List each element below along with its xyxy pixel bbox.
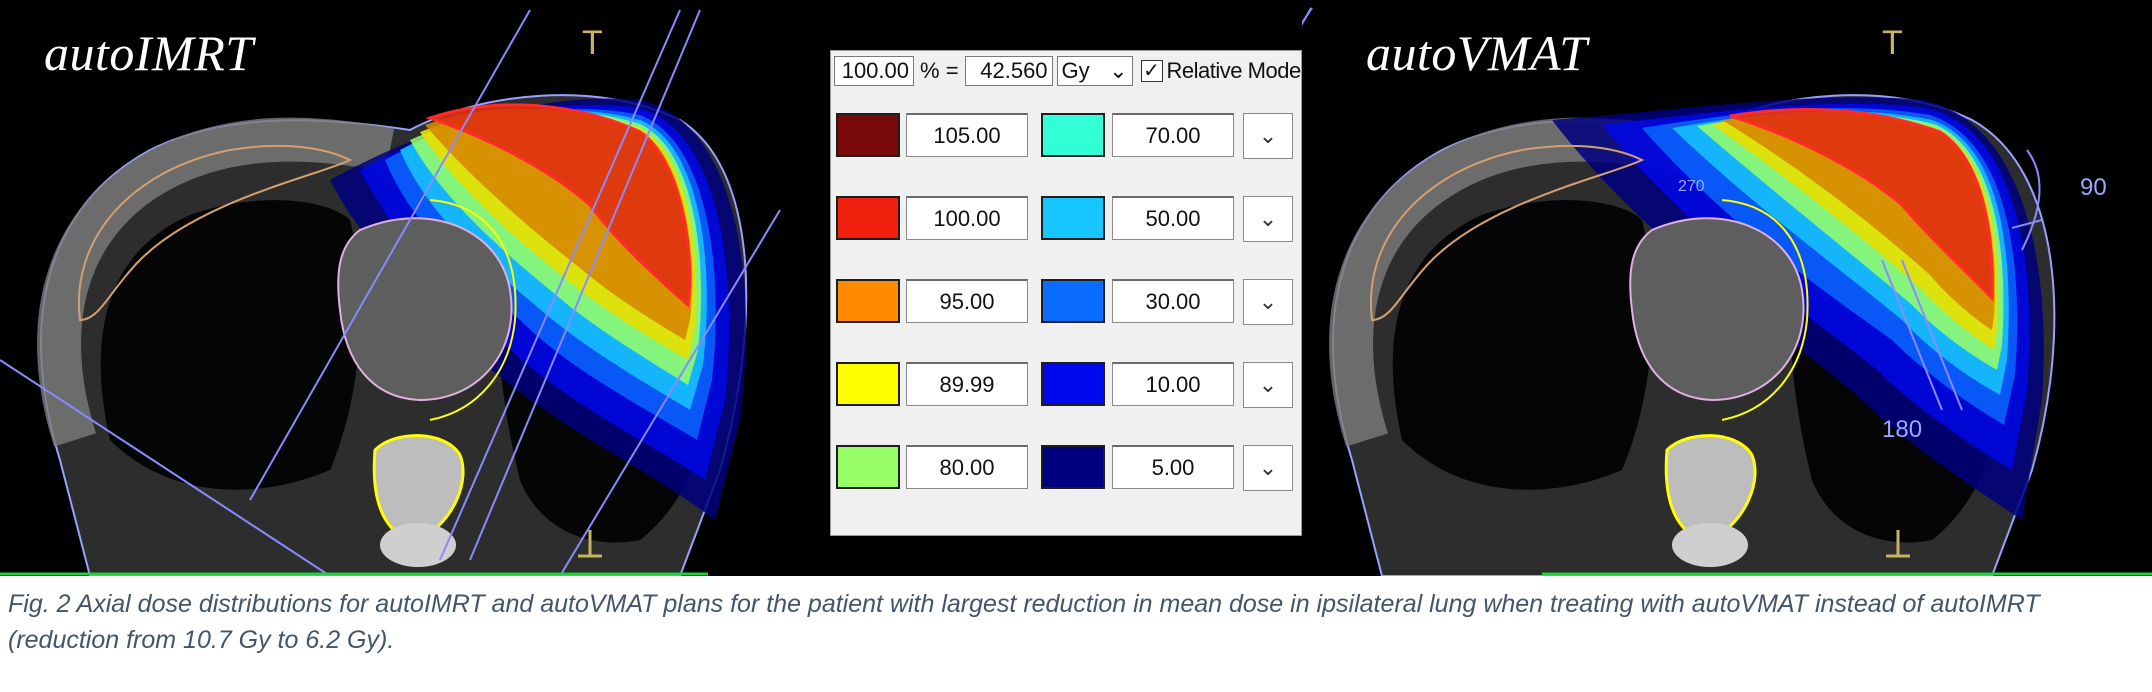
color-swatch[interactable] [836,279,900,323]
contralateral-contour [1369,144,1645,322]
isodose-level-field[interactable]: 30.00 [1112,279,1234,323]
chevron-down-icon[interactable]: ⌄ [1243,279,1293,325]
dose-100 [1730,109,1993,298]
cross-marker-bottom [1886,530,1910,558]
lung-left [1392,200,1653,490]
isodose-level-field[interactable]: 89.99 [906,362,1028,406]
relative-mode-checkbox[interactable]: ✓ [1140,60,1163,82]
color-swatch[interactable] [1041,279,1105,323]
ptv-contour [425,103,692,309]
heart-contour-yellow [1721,199,1809,421]
spine [372,434,465,542]
gantry-angle-90: 90 [2080,174,2107,201]
isodose-level-field[interactable]: 95.00 [906,279,1028,323]
arc-line [1901,259,1963,411]
color-swatch[interactable] [1041,445,1105,489]
vertebra [380,523,456,567]
dose-input[interactable]: 42.560 [964,56,1053,86]
arc-line [1302,7,1312,26]
chest-wall [37,117,395,447]
percent-symbol: % = [920,58,959,83]
dose-100 [430,104,690,306]
chevron-down-icon[interactable]: ⌄ [1243,362,1293,408]
isodose-level-field[interactable]: 105.00 [906,113,1028,157]
beam-line [0,359,331,576]
color-swatch[interactable] [1041,113,1105,157]
color-swatch[interactable] [1041,362,1105,406]
percent-input[interactable]: 100.00 [834,56,914,86]
beam-line [249,9,531,501]
contralateral-contour [77,144,353,322]
cross-marker-top: T [1882,24,1903,62]
chevron-down-icon: ⌄ [1109,58,1128,83]
isodose-level-field[interactable]: 50.00 [1112,196,1234,240]
chevron-down-icon[interactable]: ⌄ [1243,196,1293,242]
chevron-down-icon[interactable]: ⌄ [1243,445,1293,491]
heart-contour-yellow [429,199,517,421]
autovmat-ct-image: T [1302,7,2152,576]
color-swatch[interactable] [836,113,900,157]
beam-line [439,9,681,561]
beam-line [469,9,701,561]
figure-caption: Fig. 2 Axial dose distributions for auto… [8,590,2040,654]
color-swatch[interactable] [1041,196,1105,240]
autoimrt-ct-image: T [0,9,781,576]
color-swatch[interactable] [836,445,900,489]
isodose-level-field[interactable]: 100.00 [906,196,1028,240]
vertebra [1672,523,1748,567]
gantry-angle-270: 270 [1678,178,1705,195]
beam-line [559,209,781,576]
autovmat-panel: T autoVMAT 90 180 270 [1302,0,2152,576]
isodose-level-field[interactable]: 5.00 [1112,445,1234,489]
cross-marker-bottom [578,530,602,558]
isodose-row: 89.99 10.00 ⌄ [831,362,1301,414]
isodose-level-field[interactable]: 80.00 [906,445,1028,489]
isodose-row: 105.00 70.00 ⌄ [831,113,1301,165]
normalization-row: 100.00 % = 42.560 Gy ⌄ ✓ Relative Mode [834,54,1301,88]
isodose-level-field[interactable]: 70.00 [1112,113,1234,157]
figure: T autoIMRT 100.00 % = 42.560 Gy ⌄ ✓ Relat… [0,0,2152,576]
isodose-row: 80.00 5.00 ⌄ [831,445,1301,497]
lung-left [100,200,361,490]
chevron-down-icon[interactable]: ⌄ [1243,113,1293,159]
arc-line [1302,7,1313,25]
isodose-level-field[interactable]: 10.00 [1112,362,1234,406]
gantry-angle-180: 180 [1882,416,1923,443]
arc-line [2011,219,2043,229]
autovmat-title: autoVMAT [1366,25,1588,81]
color-swatch[interactable] [836,196,900,240]
arc-line [1881,259,1943,411]
relative-mode-label: Relative Mode [1166,58,1302,83]
autoimrt-title: autoIMRT [44,25,254,81]
isodose-row: 100.00 50.00 ⌄ [831,196,1301,248]
spine [1664,434,1757,542]
ptv-contour [1729,107,1994,302]
heart [337,217,513,402]
unit-select[interactable]: Gy ⌄ [1056,56,1133,86]
arc-line [2021,149,2041,251]
cross-marker-top: T [582,24,603,62]
isodose-row: 95.00 30.00 ⌄ [831,279,1301,331]
autoimrt-panel: T autoIMRT [0,0,830,576]
isodose-legend: 100.00 % = 42.560 Gy ⌄ ✓ Relative Mode 10… [830,50,1302,536]
color-swatch[interactable] [836,362,900,406]
heart [1629,217,1805,402]
